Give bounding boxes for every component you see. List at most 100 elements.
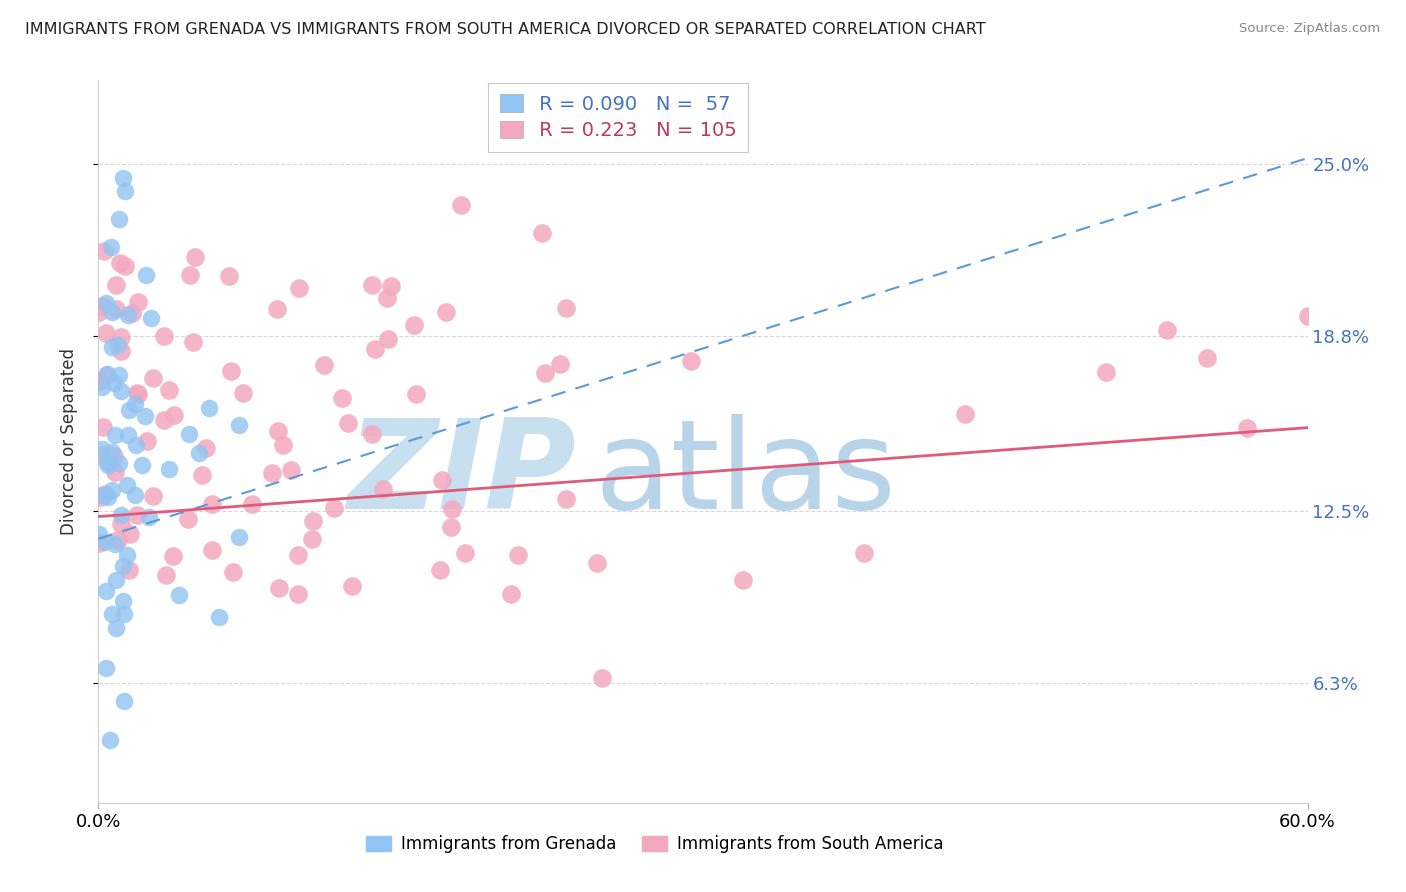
Point: [91, 488, 114, 502]
Point: [280, 463, 302, 477]
Point: [287, 587, 309, 601]
Point: [103, 376, 125, 391]
Point: [506, 548, 529, 562]
Point: [330, 392, 353, 406]
Point: [111, 594, 134, 608]
Point: [586, 557, 609, 571]
Point: [101, 305, 124, 319]
Point: [188, 446, 211, 460]
Point: [218, 269, 240, 284]
Point: [90, 374, 112, 388]
Point: [127, 295, 149, 310]
Point: [499, 587, 522, 601]
Point: [96, 455, 118, 469]
Point: [97, 490, 120, 504]
Point: [121, 306, 143, 320]
Point: [94, 583, 117, 598]
Point: [314, 359, 336, 373]
Point: [108, 212, 131, 227]
Point: [97, 458, 120, 473]
Point: [266, 425, 288, 439]
Point: [117, 428, 139, 442]
Point: [287, 548, 309, 562]
Point: [118, 563, 141, 577]
Point: [91, 300, 114, 314]
Point: [94, 535, 117, 549]
Point: [179, 268, 201, 282]
Point: [153, 329, 176, 343]
Point: [679, 354, 702, 368]
Point: [429, 564, 451, 578]
Point: [201, 497, 224, 511]
Point: [162, 549, 184, 563]
Point: [117, 308, 139, 322]
Text: Source: ZipAtlas.com: Source: ZipAtlas.com: [1240, 22, 1381, 36]
Point: [96, 368, 118, 382]
Point: [141, 489, 163, 503]
Point: [114, 260, 136, 274]
Point: [108, 256, 131, 270]
Point: [96, 368, 118, 382]
Point: [360, 426, 382, 441]
Point: [555, 491, 578, 506]
Point: [90, 490, 112, 504]
Point: [110, 384, 132, 398]
Point: [453, 546, 475, 560]
Point: [200, 543, 222, 558]
Point: [380, 279, 402, 293]
Legend: Immigrants from Grenada, Immigrants from South America: Immigrants from Grenada, Immigrants from…: [360, 828, 949, 860]
Point: [228, 417, 250, 432]
Text: atlas: atlas: [595, 414, 896, 534]
Point: [115, 548, 138, 562]
Point: [240, 497, 263, 511]
Point: [271, 438, 294, 452]
Point: [90, 442, 112, 457]
Point: [288, 281, 311, 295]
Point: [1095, 365, 1118, 379]
Point: [101, 340, 124, 354]
Point: [127, 386, 149, 401]
Point: [450, 198, 472, 212]
Point: [107, 533, 129, 548]
Point: [100, 483, 122, 498]
Point: [135, 268, 157, 282]
Point: [118, 403, 141, 417]
Point: [125, 508, 148, 522]
Point: [94, 487, 117, 501]
Point: [157, 462, 180, 476]
Point: [340, 579, 363, 593]
Point: [1195, 351, 1218, 366]
Point: [94, 295, 117, 310]
Point: [232, 386, 254, 401]
Point: [104, 302, 127, 317]
Point: [439, 519, 461, 533]
Point: [155, 568, 177, 582]
Point: [404, 318, 426, 332]
Point: [733, 574, 755, 588]
Point: [177, 512, 200, 526]
Point: [96, 326, 118, 341]
Point: [534, 367, 557, 381]
Point: [110, 508, 132, 523]
Point: [181, 334, 204, 349]
Point: [89, 305, 111, 319]
Point: [208, 610, 231, 624]
Point: [98, 733, 121, 747]
Point: [89, 374, 111, 388]
Point: [162, 408, 184, 422]
Point: [93, 244, 115, 259]
Point: [1296, 310, 1319, 324]
Point: [100, 240, 122, 254]
Point: [853, 546, 876, 560]
Text: ZIP: ZIP: [347, 414, 576, 534]
Point: [104, 621, 127, 635]
Point: [124, 397, 146, 411]
Point: [301, 532, 323, 546]
Point: [104, 537, 127, 551]
Point: [591, 671, 613, 685]
Point: [432, 473, 454, 487]
Point: [127, 386, 149, 401]
Point: [91, 420, 114, 434]
Point: [184, 250, 207, 264]
Point: [377, 332, 399, 346]
